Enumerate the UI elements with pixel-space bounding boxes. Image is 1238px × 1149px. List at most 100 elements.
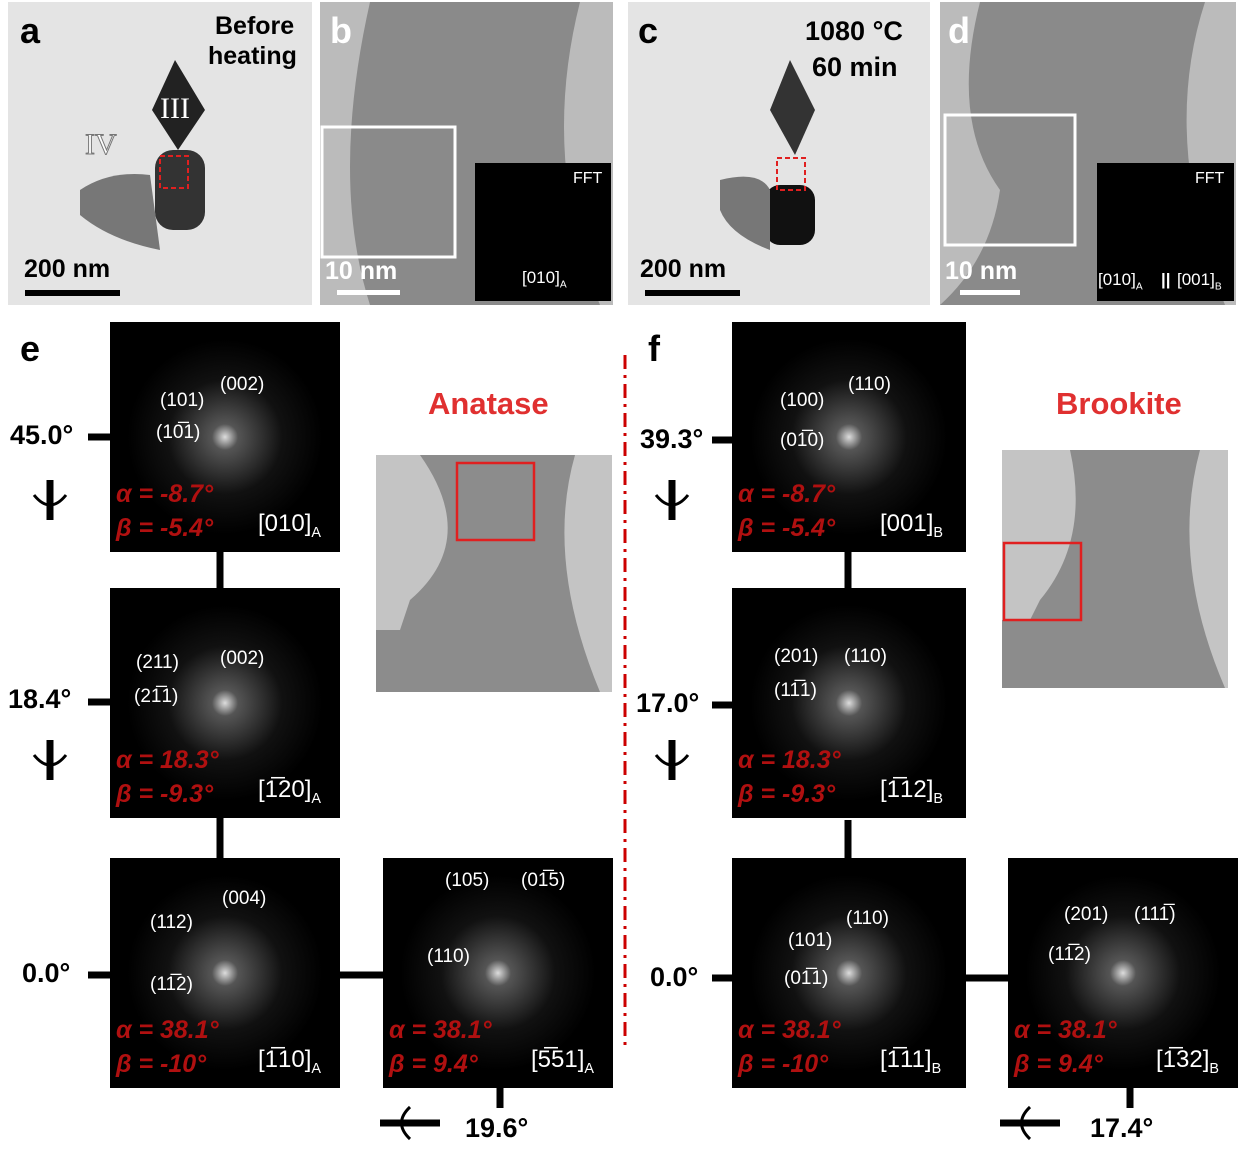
zone-axis: [010]A xyxy=(522,268,567,290)
scale-label: 10 nm xyxy=(945,257,1017,286)
spot-index: (11̅2) xyxy=(150,974,193,996)
zone-axis: [001]B xyxy=(1177,270,1222,292)
spot-index: (110) xyxy=(427,946,470,968)
phase-label: Anatase xyxy=(428,386,549,422)
spot-index: (11̅2) xyxy=(1048,944,1091,966)
zone-subscript: B xyxy=(1215,281,1222,292)
spot-index: (11̅1) xyxy=(774,680,817,702)
spot-index: (110) xyxy=(846,908,889,930)
zone-subscript: B xyxy=(1209,1061,1219,1077)
alpha: α = 18.3° xyxy=(116,746,219,775)
tilt-angle: 17.4° xyxy=(1090,1113,1153,1144)
zone-index: [1̅10] xyxy=(258,1046,311,1073)
zone-axis: [001]B xyxy=(880,510,943,541)
beta: β = -5.4° xyxy=(738,514,835,543)
beta: β = -5.4° xyxy=(116,514,213,543)
marker: IV xyxy=(85,128,117,162)
zone-subscript: B xyxy=(932,1061,942,1077)
spot-index: (111̅) xyxy=(1134,904,1176,926)
zone-axis: [5̅51]A xyxy=(531,1046,594,1077)
tilt-angle: 19.6° xyxy=(465,1113,528,1144)
scale-label: 200 nm xyxy=(24,255,110,284)
beta: β = -9.3° xyxy=(116,780,213,809)
zone-axis: [010]A xyxy=(258,510,321,541)
tilt-angle: 18.4° xyxy=(8,684,71,715)
panel-label: c xyxy=(638,10,658,52)
beta: β = -10° xyxy=(116,1050,206,1079)
beta: β = 9.4° xyxy=(389,1050,478,1079)
zone-index: [1̅20] xyxy=(258,776,311,803)
alpha: α = 38.1° xyxy=(389,1016,492,1045)
panel-label: e xyxy=(20,328,40,370)
zone-index: [1̅12] xyxy=(880,776,933,803)
spot-index: (201) xyxy=(774,646,818,668)
spot-index: (10̅1) xyxy=(156,422,200,444)
panel-label: b xyxy=(330,10,352,52)
zone-subscript: A xyxy=(584,1061,594,1077)
panel-label: f xyxy=(648,328,660,370)
zone-subscript: A xyxy=(311,525,321,541)
zone-subscript: A xyxy=(560,279,567,290)
zone-axis: [1̅12]B xyxy=(880,776,943,807)
zone-index: [010] xyxy=(522,268,560,287)
figure: aBeforeheating200 nmIVIIIb10 nmFFT[010]A… xyxy=(0,0,1238,1149)
scale-label: 200 nm xyxy=(640,255,726,284)
zone-subscript: B xyxy=(933,791,943,807)
spot-index: (21̅1) xyxy=(134,686,178,708)
zone-index: [001] xyxy=(880,510,933,537)
spot-index: (201) xyxy=(1064,904,1108,926)
zone-subscript: B xyxy=(933,525,943,541)
beta: β = 9.4° xyxy=(1014,1050,1103,1079)
spot-index: (110) xyxy=(844,646,887,668)
note: Before xyxy=(215,12,294,41)
tilt-angle: 0.0° xyxy=(22,958,70,989)
tilt-angle: 17.0° xyxy=(636,688,699,719)
spot-index: (100) xyxy=(780,390,824,412)
zone-axis: [1̅11]B xyxy=(880,1046,941,1077)
spot-index: (004) xyxy=(222,888,266,910)
fft-label: FFT xyxy=(573,170,602,188)
zone-index: [1̅32] xyxy=(1156,1046,1209,1073)
alpha: α = 38.1° xyxy=(1014,1016,1117,1045)
spot-index: (110) xyxy=(848,374,891,396)
tilt-angle: 39.3° xyxy=(640,424,703,455)
zone-axis: [1̅20]A xyxy=(258,776,321,807)
alpha: α = -8.7° xyxy=(738,480,835,509)
note: 60 min xyxy=(812,52,898,83)
alpha: α = 18.3° xyxy=(738,746,841,775)
separator: || xyxy=(1161,270,1171,290)
zone-index: [010] xyxy=(1098,270,1136,289)
zone-subscript: A xyxy=(311,1061,321,1077)
alpha: α = -8.7° xyxy=(116,480,213,509)
zone-axis: [1̅10]A xyxy=(258,1046,321,1077)
alpha: α = 38.1° xyxy=(116,1016,219,1045)
scale-label: 10 nm xyxy=(325,257,397,286)
spot-index: (211) xyxy=(136,652,179,674)
zone-index: [001] xyxy=(1177,270,1215,289)
spot-index: (01̅5) xyxy=(521,870,565,892)
spot-index: (101) xyxy=(788,930,832,952)
zone-subscript: A xyxy=(1136,281,1143,292)
beta: β = -9.3° xyxy=(738,780,835,809)
tilt-angle: 45.0° xyxy=(10,420,73,451)
zone-subscript: A xyxy=(311,791,321,807)
zone-index: [1̅11] xyxy=(880,1046,932,1073)
note: 1080 °C xyxy=(805,16,903,47)
spot-index: (01̅0) xyxy=(780,430,824,452)
beta: β = -10° xyxy=(738,1050,828,1079)
spot-index: (112) xyxy=(150,912,193,934)
zone-axis: [1̅32]B xyxy=(1156,1046,1219,1077)
phase-label: Brookite xyxy=(1056,386,1182,422)
note: heating xyxy=(208,42,297,71)
spot-index: (101) xyxy=(160,390,204,412)
marker: III xyxy=(160,92,190,126)
panel-label: a xyxy=(20,10,40,52)
tilt-angle: 0.0° xyxy=(650,962,698,993)
spot-index: (002) xyxy=(220,374,264,396)
panel-label: d xyxy=(948,10,970,52)
spot-index: (105) xyxy=(445,870,489,892)
spot-index: (01̅1) xyxy=(784,968,828,990)
zone-index: [010] xyxy=(258,510,311,537)
fft-label: FFT xyxy=(1195,170,1224,188)
spot-index: (002) xyxy=(220,648,264,670)
